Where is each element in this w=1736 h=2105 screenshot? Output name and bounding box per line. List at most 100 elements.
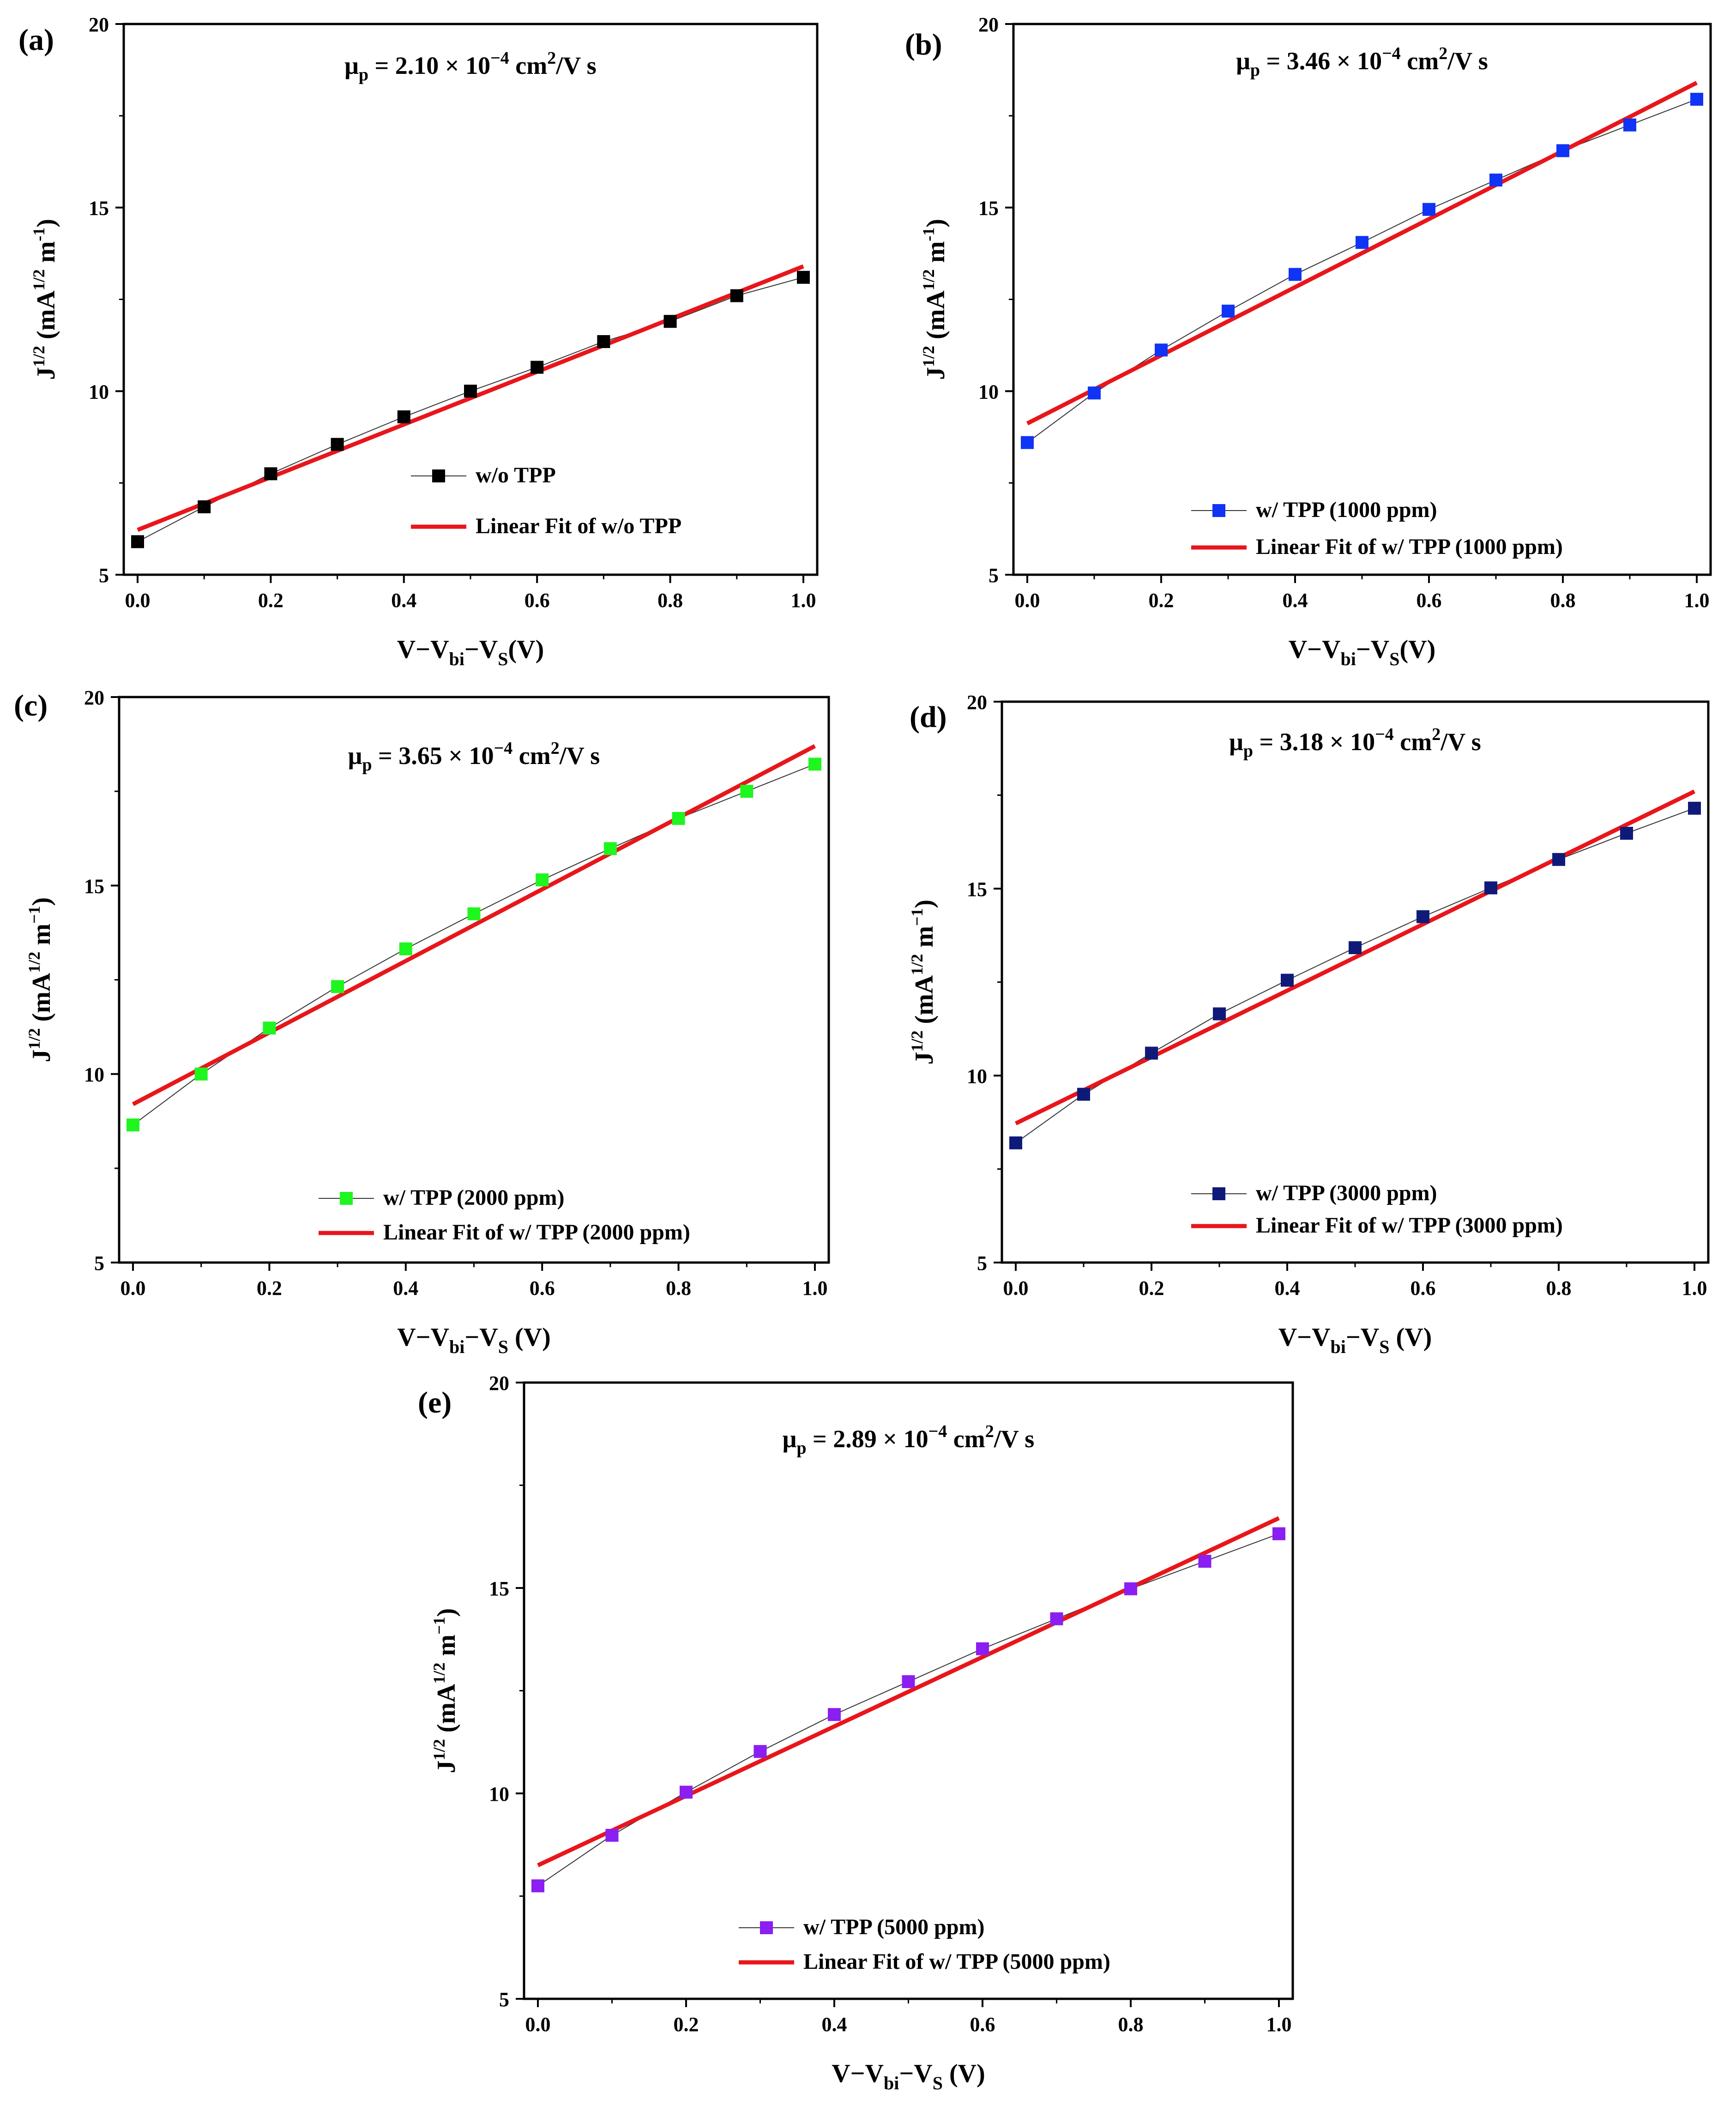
panel-label: (a) bbox=[18, 23, 54, 57]
xlabel-sub-bi: bi bbox=[449, 649, 464, 669]
data-point bbox=[1077, 1088, 1090, 1101]
mobility-annotation: μp = 3.46 × 10−4 cm2/V s bbox=[1236, 44, 1488, 80]
data-point bbox=[730, 289, 743, 302]
legend-label-data: w/ TPP (5000 ppm) bbox=[803, 1915, 984, 1939]
y-tick-label: 10 bbox=[967, 1065, 987, 1088]
ylabel-m: m bbox=[32, 241, 60, 270]
ylabel-sup-1: 1/2 bbox=[919, 346, 938, 367]
data-point bbox=[1356, 236, 1368, 249]
plot-frame bbox=[118, 696, 830, 1264]
unit-rest: /V s bbox=[1447, 47, 1488, 75]
xlabel-unit: (V) bbox=[943, 2059, 985, 2088]
legend-label-fit: Linear Fit of w/ TPP (1000 ppm) bbox=[1256, 535, 1563, 559]
data-point bbox=[1688, 801, 1701, 815]
x-tick-label: 0.4 bbox=[822, 2013, 847, 2036]
ylabel-main: J bbox=[432, 1760, 461, 1773]
ylabel-m: m bbox=[910, 926, 939, 954]
mobility-value: = 3.65 × 10 bbox=[372, 742, 494, 770]
data-point bbox=[1552, 853, 1565, 866]
x-tick-label: 0.6 bbox=[524, 589, 550, 612]
data-point bbox=[264, 467, 277, 481]
mobility-annotation: μp = 2.89 × 10−4 cm2/V s bbox=[783, 1422, 1034, 1458]
ylabel-mid: (mA bbox=[27, 973, 56, 1028]
x-tick-label: 0.4 bbox=[1283, 589, 1308, 612]
y-tick-label: 10 bbox=[489, 1783, 509, 1805]
data-point bbox=[1484, 881, 1497, 895]
data-point bbox=[1222, 304, 1235, 318]
y-tick-label: 10 bbox=[84, 1064, 104, 1086]
x-tick-label: 0.0 bbox=[125, 589, 151, 612]
panel-e: 0.0 0.2 0.4 0.6 0.8 1.0 5 10 15 20 (e) μp = 2.89 × … bbox=[418, 1372, 1294, 2093]
ylabel-sup-3: −1 bbox=[25, 906, 43, 924]
xlabel-sub-s: S bbox=[498, 1336, 508, 1357]
unit-rest: /V s bbox=[555, 52, 597, 79]
ylabel-end: ) bbox=[432, 1608, 461, 1617]
x-tick-label: 0.6 bbox=[1410, 1277, 1436, 1299]
y-tick-label: 10 bbox=[978, 380, 999, 403]
unit-sup: 2 bbox=[1432, 725, 1441, 744]
xlabel-mid: −V bbox=[899, 2059, 932, 2088]
mobility-value: = 3.18 × 10 bbox=[1253, 728, 1375, 756]
x-tick-label: 0.4 bbox=[1275, 1277, 1300, 1299]
data-point bbox=[1620, 827, 1633, 840]
ylabel-sup-1: 1/2 bbox=[25, 1028, 43, 1049]
data-connector-line bbox=[133, 764, 815, 1125]
linear-fit-line bbox=[132, 744, 816, 1106]
data-point bbox=[331, 438, 344, 451]
ylabel-sup-1: 1/2 bbox=[430, 1739, 448, 1760]
data-point bbox=[672, 812, 685, 825]
x-tick-label: 0.8 bbox=[1118, 2013, 1144, 2036]
data-point bbox=[530, 361, 544, 374]
legend-label-data: w/ TPP (1000 ppm) bbox=[1256, 498, 1437, 522]
legend-marker bbox=[340, 1192, 353, 1205]
x-axis-label: V−Vbi−VS (V) bbox=[1278, 1323, 1432, 1357]
y-axis-label: J1/2 (mA1/2 m−1) bbox=[908, 900, 939, 1065]
legend-label-fit: Linear Fit of w/ TPP (3000 ppm) bbox=[1256, 1213, 1563, 1238]
legend-label-fit: Linear Fit of w/o TPP bbox=[476, 514, 681, 538]
data-point bbox=[828, 1708, 841, 1721]
x-tick-label: 0.2 bbox=[1149, 589, 1174, 612]
data-point bbox=[127, 1118, 139, 1131]
mu-subscript: p bbox=[796, 1438, 806, 1458]
mobility-annotation: μp = 2.10 × 10−4 cm2/V s bbox=[344, 48, 596, 84]
data-point bbox=[753, 1745, 767, 1758]
data-point bbox=[399, 942, 412, 956]
linear-fit-line bbox=[537, 1516, 1280, 1867]
data-point bbox=[1281, 974, 1294, 987]
data-point bbox=[808, 758, 821, 771]
unit-rest: /V s bbox=[994, 1425, 1035, 1453]
unit-cm: cm bbox=[1401, 47, 1439, 75]
data-point bbox=[531, 1879, 544, 1893]
panel-label: (c) bbox=[14, 689, 48, 722]
x-axis-label: V−Vbi−VS(V) bbox=[1289, 635, 1436, 669]
linear-fit-line bbox=[1015, 789, 1695, 1125]
data-point bbox=[597, 335, 610, 348]
data-point bbox=[1289, 268, 1302, 281]
ylabel-m: m bbox=[432, 1635, 461, 1663]
xlabel-sub-bi: bi bbox=[449, 1336, 464, 1357]
y-tick-label: 10 bbox=[89, 380, 109, 403]
y-axis-label: J1/2 (mA1/2 m−1) bbox=[430, 1608, 461, 1774]
mu-symbol: μ bbox=[344, 52, 359, 79]
x-tick-label: 1.0 bbox=[791, 589, 816, 612]
ylabel-mid: (mA bbox=[910, 975, 939, 1030]
y-tick-label: 15 bbox=[84, 875, 104, 897]
y-tick-label: 20 bbox=[489, 1372, 509, 1395]
xlabel-mid: −V bbox=[464, 1323, 498, 1352]
x-tick-label: 0.2 bbox=[1139, 1277, 1164, 1299]
data-point bbox=[1009, 1136, 1022, 1149]
y-axis-label: J1/2 (mA1/2 m−1) bbox=[25, 897, 56, 1063]
unit-sup: 2 bbox=[547, 48, 556, 68]
ylabel-sup-3: −1 bbox=[908, 908, 926, 926]
xlabel-sub-s: S bbox=[1379, 1336, 1389, 1357]
data-point bbox=[1272, 1527, 1285, 1540]
xlabel-unit: (V) bbox=[508, 635, 544, 664]
data-point bbox=[976, 1642, 989, 1655]
ylabel-sup-1: 1/2 bbox=[908, 1030, 926, 1052]
x-tick-label: 1.0 bbox=[1266, 2013, 1292, 2036]
ylabel-m: m bbox=[27, 924, 56, 952]
xlabel-main: V−V bbox=[832, 2059, 884, 2088]
ylabel-end: ) bbox=[27, 897, 56, 906]
data-point bbox=[331, 980, 344, 993]
x-tick-label: 0.8 bbox=[1546, 1277, 1572, 1299]
